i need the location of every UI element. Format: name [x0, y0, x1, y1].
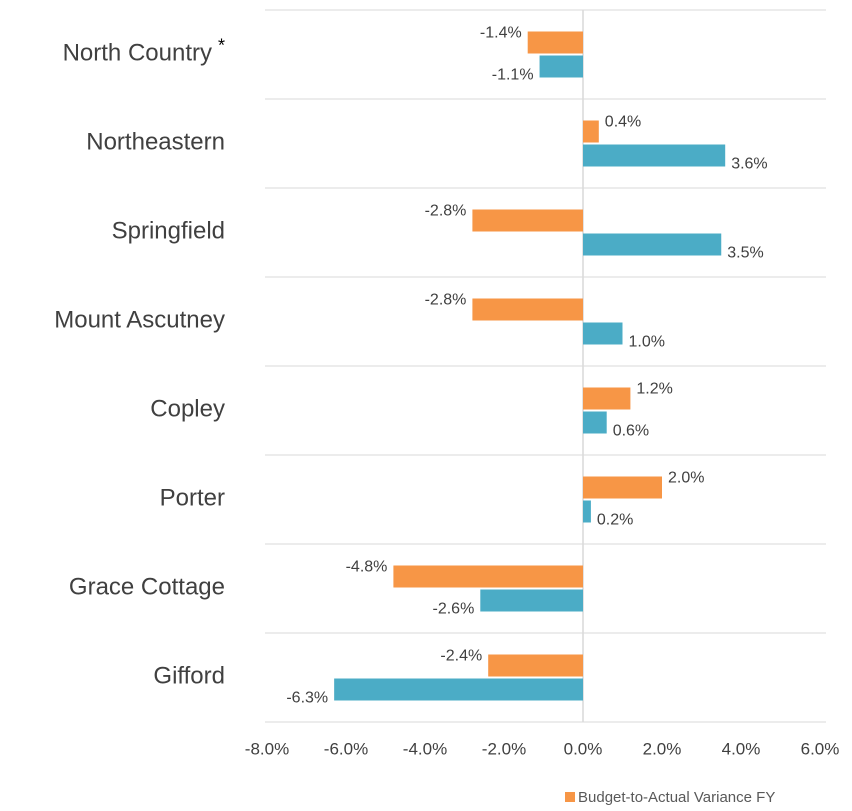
category-name: Copley	[150, 396, 225, 423]
x-tick-label: 0.0%	[564, 739, 603, 758]
x-tick-label: -2.0%	[482, 739, 526, 758]
bar	[488, 654, 583, 677]
bar	[393, 565, 583, 588]
note-marker: *	[218, 35, 225, 55]
x-tick-label: 6.0%	[801, 739, 840, 758]
value-label: -2.4%	[440, 648, 482, 665]
value-label: 0.2%	[597, 512, 633, 529]
value-label: -6.3%	[286, 690, 328, 707]
category-name: Porter	[160, 485, 225, 512]
value-label: 1.0%	[629, 334, 665, 351]
category-name: North Country	[63, 40, 212, 67]
value-label: 1.2%	[636, 381, 672, 398]
category-label: Copley	[150, 396, 225, 423]
legend-label: Budget-to-Actual Variance FY	[578, 789, 775, 806]
category-label: Northeastern	[86, 129, 225, 156]
legend-swatch	[565, 792, 575, 802]
bar	[480, 589, 583, 612]
value-label: -2.8%	[425, 203, 467, 220]
value-label: 0.4%	[605, 114, 641, 131]
bar	[583, 144, 726, 167]
value-label: -4.8%	[346, 559, 388, 576]
x-tick-label: -8.0%	[245, 739, 289, 758]
value-label: -2.8%	[425, 292, 467, 309]
bar	[583, 322, 623, 345]
category-label: Mount Ascutney	[54, 307, 225, 334]
value-label: 0.6%	[613, 423, 649, 440]
value-label: -1.4%	[480, 25, 522, 42]
bar	[472, 209, 583, 232]
category-name: Mount Ascutney	[54, 307, 225, 334]
value-label: 3.6%	[731, 156, 767, 173]
value-label: -2.6%	[433, 601, 475, 618]
bar	[583, 233, 722, 256]
bar	[583, 500, 591, 523]
x-tick-label: 4.0%	[722, 739, 761, 758]
category-name: Grace Cottage	[69, 574, 225, 601]
bar	[334, 678, 583, 701]
value-label: -1.1%	[492, 67, 534, 84]
bar	[583, 387, 631, 410]
category-label: North Country *	[63, 35, 225, 67]
x-tick-label: -4.0%	[403, 739, 447, 758]
bar	[583, 120, 599, 143]
category-label: Springfield	[112, 218, 225, 245]
category-name: Northeastern	[86, 129, 225, 156]
bar	[472, 298, 583, 321]
category-name: Gifford	[153, 663, 225, 690]
bar	[527, 31, 583, 54]
bar	[583, 476, 662, 499]
x-tick-label: -6.0%	[324, 739, 368, 758]
bar	[583, 411, 607, 434]
value-label: 3.5%	[727, 245, 763, 262]
x-tick-label: 2.0%	[643, 739, 682, 758]
category-label: Grace Cottage	[69, 574, 225, 601]
category-label: Porter	[160, 485, 225, 512]
value-label: 2.0%	[668, 470, 704, 487]
bar	[539, 55, 583, 78]
category-label: Gifford	[153, 663, 225, 690]
category-name: Springfield	[112, 218, 225, 245]
